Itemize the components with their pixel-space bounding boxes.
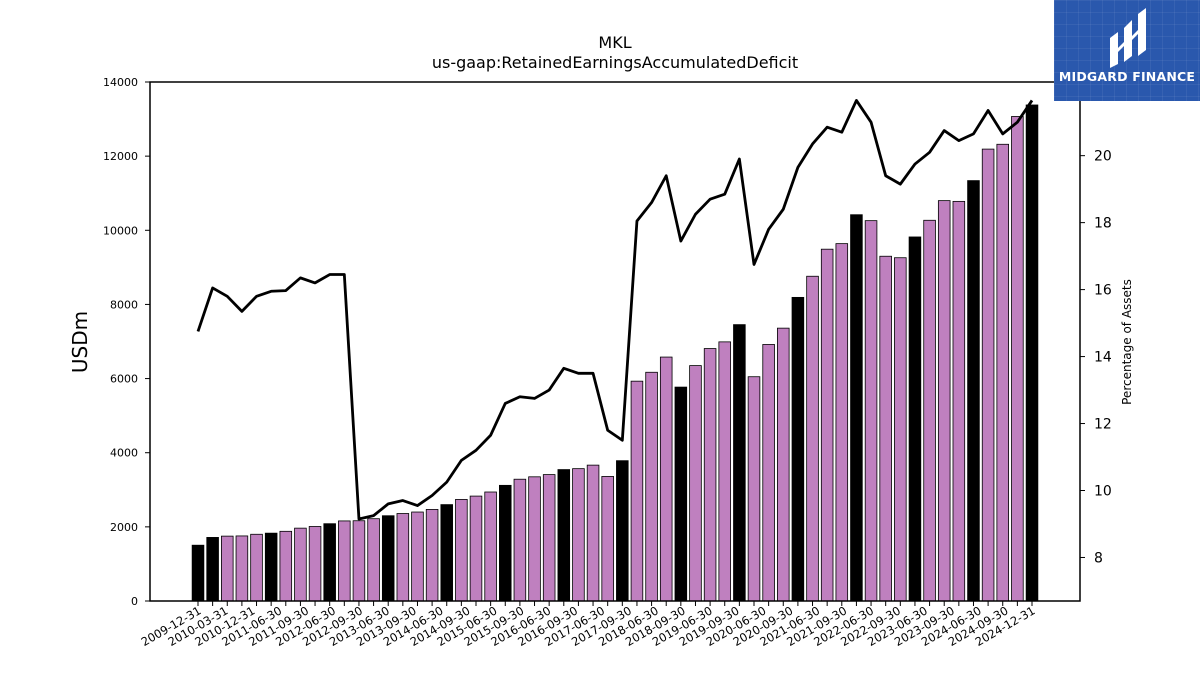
y-tick-label: 8000: [110, 298, 138, 311]
bar: [923, 219, 936, 602]
bar: [250, 533, 263, 602]
chart-title: MKL: [598, 33, 631, 52]
y-axis-label-right: Percentage of Assets: [1120, 279, 1134, 405]
y-tick-label: 6000: [110, 373, 138, 386]
y-axis-left: 0 2000 4000 6000 8000 10000 12000 14000: [103, 76, 150, 608]
y-tick-label: 4000: [110, 447, 138, 460]
bar-series: [191, 104, 1039, 602]
bar: [469, 495, 483, 602]
bar: [1011, 116, 1024, 602]
bar: [733, 324, 746, 602]
chart-subtitle: us-gaap:RetainedEarningsAccumulatedDefic…: [432, 53, 798, 72]
y-tick-label: 12000: [103, 150, 138, 163]
bar: [542, 474, 556, 602]
bar: [513, 478, 527, 602]
bar: [820, 248, 834, 602]
bar: [835, 243, 849, 602]
bar: [689, 365, 702, 602]
bar: [425, 509, 439, 602]
y-right-tick-label: 12: [1094, 417, 1112, 433]
bar: [616, 460, 629, 602]
bar: [703, 348, 717, 602]
bar: [718, 341, 731, 602]
bar: [455, 499, 468, 602]
bar: [411, 511, 424, 602]
bar: [308, 526, 322, 602]
y-tick-label: 0: [131, 595, 138, 608]
bar: [440, 504, 453, 602]
brand-name: MIDGARD FINANCE: [1058, 69, 1196, 84]
bar: [528, 476, 541, 602]
bar: [235, 535, 249, 602]
bar: [850, 214, 863, 602]
bar: [338, 520, 351, 602]
bar: [879, 255, 892, 602]
bar: [572, 468, 585, 602]
plot-frame: [149, 81, 1081, 602]
bar: [777, 327, 790, 602]
bar: [294, 527, 307, 602]
x-axis: 2009-12-312010-03-312010-12-312011-06-30…: [139, 601, 1038, 649]
bar: [601, 476, 614, 602]
bar: [206, 537, 219, 602]
y-tick-label: 2000: [110, 521, 138, 534]
bar: [747, 376, 761, 602]
bar: [484, 491, 497, 602]
line-series: [196, 99, 1034, 521]
line-path: [196, 99, 1034, 521]
bar: [557, 469, 571, 602]
y-axis-right: 8 10 12 14 16 18 20: [1080, 149, 1112, 566]
bar: [937, 200, 951, 602]
y-right-tick-label: 16: [1094, 283, 1112, 299]
y-tick-label: 14000: [103, 76, 138, 89]
bar: [264, 532, 278, 602]
bar: [952, 200, 966, 602]
bar: [981, 148, 995, 602]
y-right-tick-label: 20: [1094, 149, 1112, 165]
bar: [191, 544, 205, 602]
brand-mark-icon: [1110, 8, 1146, 68]
y-right-tick-label: 10: [1094, 484, 1112, 500]
bar: [762, 344, 775, 602]
bar: [908, 236, 922, 602]
bar: [659, 356, 673, 602]
bar: [967, 180, 980, 602]
y-right-tick-label: 14: [1094, 350, 1112, 366]
bar: [499, 484, 512, 602]
bar: [674, 386, 688, 602]
brand-logo: MIDGARD FINANCE: [1054, 0, 1200, 101]
bar: [586, 464, 600, 602]
bar: [894, 257, 907, 602]
y-tick-label: 10000: [103, 224, 138, 237]
bar: [323, 523, 336, 602]
y-axis-label-left: USDm: [68, 311, 92, 373]
bar: [279, 530, 293, 602]
bar: [630, 380, 644, 602]
y-right-tick-label: 8: [1094, 550, 1103, 566]
bar: [396, 513, 410, 602]
y-right-tick-label: 18: [1094, 216, 1112, 232]
bar: [352, 520, 366, 602]
bar: [381, 515, 395, 602]
bar: [1025, 104, 1039, 602]
bar: [791, 296, 805, 602]
bar: [864, 220, 878, 602]
bar: [996, 143, 1009, 602]
bar: [806, 275, 819, 602]
bar: [221, 535, 234, 602]
bar: [645, 371, 658, 602]
bar: [367, 518, 380, 602]
